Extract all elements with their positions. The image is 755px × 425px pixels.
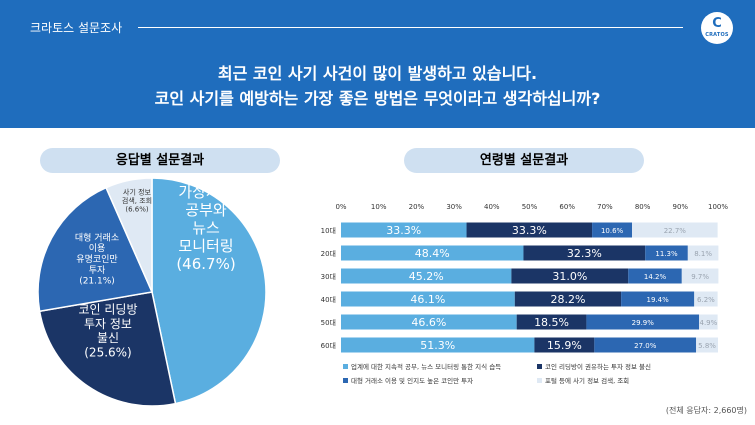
x-tick-label: 80% bbox=[635, 203, 651, 211]
bar-segment bbox=[511, 268, 629, 284]
pie-slice-label: 코인 리딩방 투자 정보 불신 (25.6%) bbox=[78, 302, 137, 359]
x-tick-label: 40% bbox=[484, 203, 500, 211]
bar-segment bbox=[341, 314, 517, 330]
bar-value-label: 22.7% bbox=[664, 227, 687, 235]
bar-segment bbox=[699, 314, 718, 330]
category-label: 10대 bbox=[321, 227, 336, 235]
bar-segment bbox=[586, 314, 700, 330]
bar-segment bbox=[341, 337, 535, 353]
bar-value-label: 27.0% bbox=[634, 342, 657, 350]
bar-value-label: 28.2% bbox=[550, 293, 585, 306]
bar-segment bbox=[341, 291, 515, 307]
x-tick-label: 0% bbox=[335, 203, 346, 211]
legend-swatch bbox=[343, 364, 348, 369]
bar-value-label: 48.4% bbox=[415, 247, 450, 260]
bar-segment bbox=[516, 314, 587, 330]
x-tick-label: 100% bbox=[708, 203, 728, 211]
bar-value-label: 4.9% bbox=[699, 319, 717, 327]
x-tick-label: 70% bbox=[597, 203, 613, 211]
legend-swatch bbox=[537, 378, 542, 383]
bar-segment bbox=[632, 222, 718, 238]
header-divider bbox=[138, 27, 683, 28]
bar-segment bbox=[341, 222, 467, 238]
bar-segment bbox=[681, 268, 719, 284]
bar-value-label: 32.3% bbox=[567, 247, 602, 260]
pie-slice bbox=[38, 291, 177, 407]
bar-value-label: 51.3% bbox=[420, 339, 455, 352]
bar-segment bbox=[645, 245, 688, 261]
legend-label: 업계에 대한 지속적 공부, 뉴스 모니터링 통한 지식 습득 bbox=[351, 362, 501, 371]
bar-segment bbox=[687, 245, 719, 261]
bar-value-label: 8.1% bbox=[694, 250, 712, 258]
bar-segment bbox=[594, 337, 697, 353]
bar-value-label: 5.8% bbox=[698, 342, 716, 350]
bar-segment bbox=[466, 222, 593, 238]
x-tick-label: 30% bbox=[446, 203, 462, 211]
logo-text: CRATOS bbox=[705, 32, 729, 38]
bar-value-label: 18.5% bbox=[534, 316, 569, 329]
legend-label: 대형 거래소 이용 및 인지도 높은 코인만 투자 bbox=[351, 376, 473, 385]
bar-value-label: 29.9% bbox=[632, 319, 655, 327]
bar-value-label: 31.0% bbox=[552, 270, 587, 283]
pie-slice-label: 사기 정보 검색, 조회 (6.6%) bbox=[122, 188, 152, 214]
bar-value-label: 6.2% bbox=[697, 296, 715, 304]
legend-swatch bbox=[537, 364, 542, 369]
bar-segment bbox=[592, 222, 633, 238]
legend-label: 포털 등에 사기 정보 검색, 조회 bbox=[545, 376, 629, 385]
pie-slice bbox=[105, 177, 153, 293]
bar-value-label: 15.9% bbox=[547, 339, 582, 352]
bar-value-label: 45.2% bbox=[409, 270, 444, 283]
bar-value-label: 14.2% bbox=[644, 273, 667, 281]
bar-value-label: 46.6% bbox=[411, 316, 446, 329]
x-tick-label: 90% bbox=[673, 203, 689, 211]
bar-value-label: 33.3% bbox=[512, 224, 547, 237]
bar-segment bbox=[628, 268, 682, 284]
category-label: 30대 bbox=[321, 273, 336, 281]
legend-swatch bbox=[343, 378, 348, 383]
bar-segment bbox=[341, 268, 512, 284]
category-label: 40대 bbox=[321, 296, 336, 304]
bar-segment bbox=[523, 245, 646, 261]
pie-section-title: 응답별 설문결과 bbox=[40, 148, 280, 173]
bar-value-label: 19.4% bbox=[647, 296, 670, 304]
logo-glyph: C bbox=[712, 16, 722, 31]
bar-segment bbox=[694, 291, 718, 307]
bar-section-title: 연령별 설문결과 bbox=[404, 148, 644, 173]
footnote: (전체 응답자: 2,660명) bbox=[665, 406, 747, 415]
question-line-1: 최근 코인 사기 사건이 많이 발생하고 있습니다. bbox=[217, 64, 538, 83]
pie-slice-label: 대형 거래소 이용 유명코인만 투자 (21.1%) bbox=[75, 232, 119, 286]
x-tick-label: 60% bbox=[559, 203, 575, 211]
header-banner: 크라토스 설문조사 C CRATOS 최근 코인 사기 사건이 많이 발생하고 … bbox=[0, 0, 755, 128]
bar-segment bbox=[341, 245, 524, 261]
bar-value-label: 10.6% bbox=[601, 227, 624, 235]
x-tick-label: 50% bbox=[522, 203, 538, 211]
question-line-2: 코인 사기를 예방하는 가장 좋은 방법은 무엇이라고 생각하십니까? bbox=[154, 89, 601, 108]
bar-segment bbox=[696, 337, 718, 353]
category-label: 50대 bbox=[321, 319, 336, 327]
cratos-logo: C CRATOS bbox=[701, 12, 733, 44]
pie-slice bbox=[151, 177, 267, 405]
category-label: 20대 bbox=[321, 250, 336, 258]
bar-segment bbox=[534, 337, 595, 353]
brand-title: 크라토스 설문조사 bbox=[30, 21, 123, 35]
bar-value-label: 9.7% bbox=[691, 273, 709, 281]
bar-segment bbox=[621, 291, 695, 307]
bar-value-label: 46.1% bbox=[410, 293, 445, 306]
x-tick-label: 10% bbox=[371, 203, 387, 211]
bar-value-label: 33.3% bbox=[386, 224, 421, 237]
legend-label: 코인 리딩방이 권유하는 투자 정보 불신 bbox=[545, 362, 651, 371]
bar-segment bbox=[514, 291, 622, 307]
bar-value-label: 11.3% bbox=[655, 250, 678, 258]
x-tick-label: 20% bbox=[409, 203, 425, 211]
category-label: 60대 bbox=[321, 342, 336, 350]
pie-slice-label: 가상자산 공부와 뉴스 모니터링 (46.7%) bbox=[176, 183, 235, 273]
pie-slice bbox=[37, 186, 154, 313]
